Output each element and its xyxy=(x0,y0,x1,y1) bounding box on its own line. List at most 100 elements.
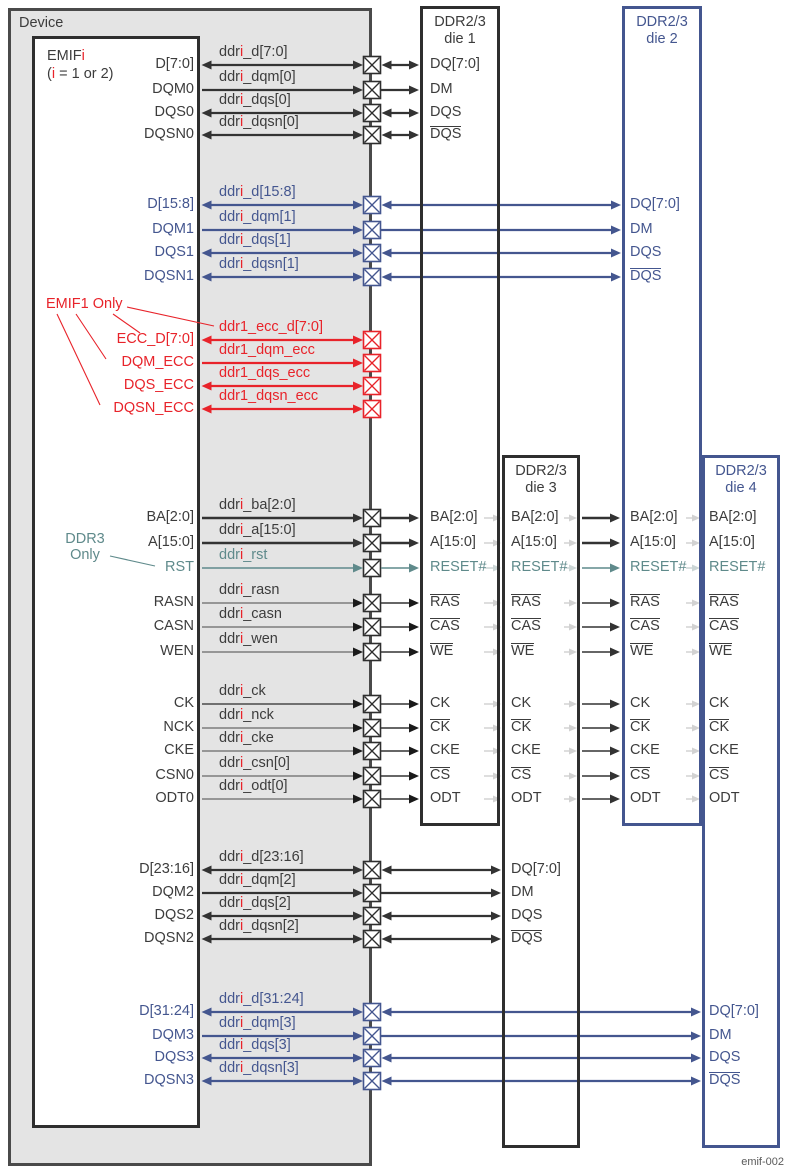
pin-buffer-icon xyxy=(364,222,380,238)
arrowhead-icon xyxy=(409,622,419,632)
arrowhead-icon xyxy=(381,248,392,258)
arrowhead-icon xyxy=(353,598,363,608)
arrowhead-icon xyxy=(569,623,577,631)
ddr3-only-leader-line xyxy=(109,555,156,567)
pin-buffer-icon xyxy=(364,82,380,98)
arrowhead-icon xyxy=(692,539,700,547)
arrowhead-icon xyxy=(381,200,392,210)
arrowhead-icon xyxy=(353,563,363,573)
pin-buffer-icon xyxy=(364,908,380,924)
arrowhead-icon xyxy=(201,248,212,258)
arrowhead-icon xyxy=(611,248,621,258)
arrowhead-icon xyxy=(409,598,419,608)
arrowhead-icon xyxy=(692,724,700,732)
arrowhead-icon xyxy=(353,130,363,140)
arrowhead-icon xyxy=(201,1007,212,1017)
die3-fill xyxy=(502,455,580,1148)
arrowhead-icon xyxy=(610,622,620,632)
pin-buffer-icon xyxy=(364,197,380,213)
arrowhead-icon xyxy=(611,272,621,282)
arrowhead-icon xyxy=(491,865,501,875)
arrowhead-icon xyxy=(491,911,501,921)
emif-title-line2: (i = 1 or 2) xyxy=(47,66,114,82)
pin-buffer-icon xyxy=(364,885,380,901)
arrowhead-icon xyxy=(353,888,363,898)
arrowhead-icon xyxy=(201,130,212,140)
arrowhead-icon xyxy=(353,248,363,258)
die2-box: DDR2/3 die 2 xyxy=(622,6,702,826)
pin-buffer-icon xyxy=(364,560,380,576)
die1-fill xyxy=(420,6,500,826)
arrowhead-icon xyxy=(353,865,363,875)
arrowhead-icon xyxy=(201,272,212,282)
arrowhead-icon xyxy=(610,513,620,523)
arrowhead-icon xyxy=(201,108,212,118)
pin-buffer-icon xyxy=(364,768,380,784)
arrowhead-icon xyxy=(409,60,419,70)
emif1-only-leader-line xyxy=(112,313,141,334)
arrowhead-icon xyxy=(569,747,577,755)
arrowhead-icon xyxy=(381,60,392,70)
pin-buffer-icon xyxy=(364,269,380,285)
arrowhead-icon xyxy=(353,746,363,756)
pin-buffer-icon xyxy=(364,931,380,947)
arrowhead-icon xyxy=(353,1031,363,1041)
device-label: Device xyxy=(19,15,64,31)
arrowhead-icon xyxy=(569,648,577,656)
arrowhead-icon xyxy=(409,746,419,756)
arrowhead-icon xyxy=(353,513,363,523)
pin-buffer-icon xyxy=(364,743,380,759)
arrowhead-icon xyxy=(491,934,501,944)
pin-buffer-icon xyxy=(364,105,380,121)
arrowhead-icon xyxy=(381,865,392,875)
arrowhead-icon xyxy=(610,647,620,657)
arrowhead-icon xyxy=(381,1007,392,1017)
arrowhead-icon xyxy=(691,1053,701,1063)
arrowhead-icon xyxy=(409,794,419,804)
arrowhead-icon xyxy=(569,539,577,547)
pin-buffer-icon xyxy=(364,619,380,635)
arrowhead-icon xyxy=(381,130,392,140)
arrowhead-icon xyxy=(692,599,700,607)
pin-buffer-icon xyxy=(364,332,380,348)
arrowhead-icon xyxy=(409,130,419,140)
arrowhead-icon xyxy=(381,108,392,118)
arrowhead-icon xyxy=(201,934,212,944)
emif1-only-leader-line xyxy=(56,313,101,406)
arrowhead-icon xyxy=(353,85,363,95)
arrowhead-icon xyxy=(569,514,577,522)
arrowhead-icon xyxy=(353,1007,363,1017)
die1-title: DDR2/3 die 1 xyxy=(434,14,486,47)
arrowhead-icon xyxy=(692,648,700,656)
emif-title-line1: EMIFi xyxy=(47,48,85,64)
die3-box: DDR2/3 die 3 xyxy=(502,455,580,1148)
arrowhead-icon xyxy=(691,1031,701,1041)
pin-buffer-icon xyxy=(364,595,380,611)
pin-buffer-icon xyxy=(364,1028,380,1044)
arrowhead-icon xyxy=(610,563,620,573)
arrowhead-icon xyxy=(201,1076,212,1086)
arrowhead-icon xyxy=(353,200,363,210)
arrowhead-icon xyxy=(569,795,577,803)
ddr3-only-note: DDR3 Only xyxy=(65,531,105,563)
arrowhead-icon xyxy=(691,1007,701,1017)
arrowhead-icon xyxy=(353,723,363,733)
arrowhead-icon xyxy=(353,358,363,368)
arrowhead-icon xyxy=(201,865,212,875)
arrowhead-icon xyxy=(353,108,363,118)
arrowhead-icon xyxy=(353,272,363,282)
die4-box: DDR2/3 die 4 xyxy=(702,455,780,1148)
arrowhead-icon xyxy=(353,647,363,657)
pin-buffer-icon xyxy=(364,720,380,736)
arrowhead-icon xyxy=(610,598,620,608)
arrowhead-icon xyxy=(692,700,700,708)
die1-box: DDR2/3 die 1 xyxy=(420,6,500,826)
arrowhead-icon xyxy=(353,622,363,632)
figure-id: emif-002 xyxy=(741,1156,784,1168)
emif1-only-leader-line xyxy=(126,306,215,327)
arrowhead-icon xyxy=(692,795,700,803)
arrowhead-icon xyxy=(409,85,419,95)
arrowhead-icon xyxy=(353,934,363,944)
